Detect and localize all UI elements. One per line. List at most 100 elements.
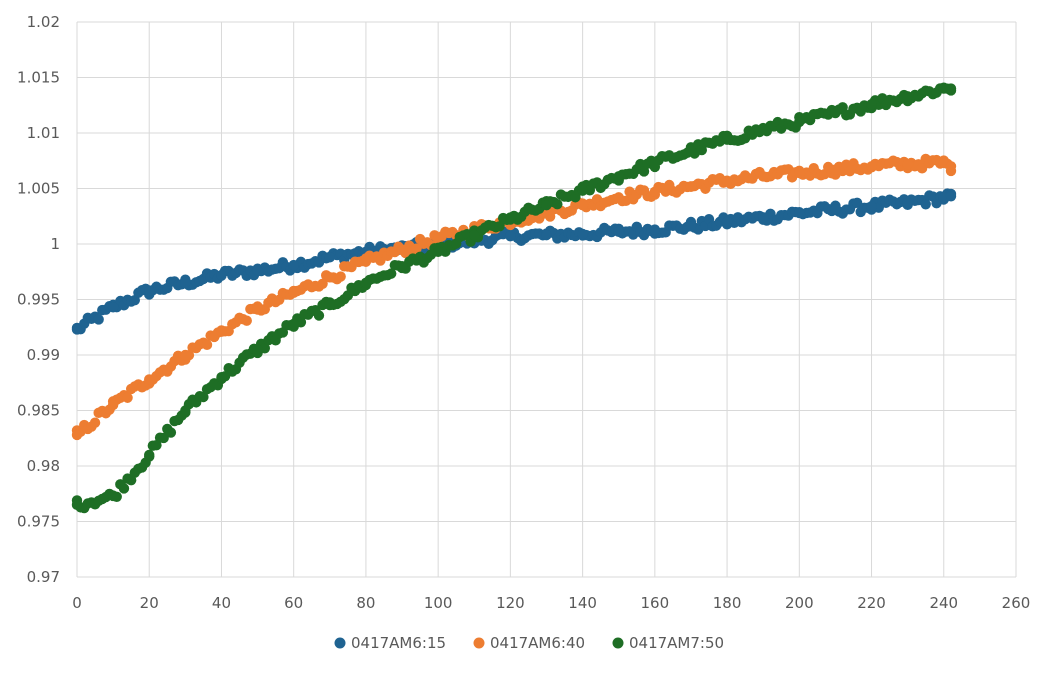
data-point [721,134,733,145]
y-tick-label: 0.97 [27,568,60,586]
series-0417AM6:40 [71,153,957,441]
data-point [902,158,913,170]
x-tick-label: 140 [568,594,597,612]
data-point [288,318,299,330]
x-tick-label: 120 [496,594,525,612]
data-point [945,83,957,94]
x-tick-label: 40 [212,594,231,612]
data-point [902,91,913,102]
data-point [71,324,83,335]
y-tick-label: 0.98 [27,457,60,475]
data-point [541,199,552,211]
data-point [577,228,588,240]
x-tick-label: 60 [284,594,303,612]
data-point [216,372,227,383]
data-point [198,391,209,403]
data-point [252,265,263,276]
data-point [685,221,697,232]
data-point [317,278,328,289]
axis-layer: 0 20 40 60 80 100 120 140 160 180 200 220 240 260 0.97… [17,13,1030,612]
data-point [494,221,505,232]
data-point [837,102,848,113]
data-point [613,171,624,182]
data-point [122,392,133,403]
data-point [216,326,227,337]
data-point [830,204,841,215]
data-point [396,261,408,272]
data-point [107,490,119,502]
data-point [216,269,227,281]
x-tick-label: 220 [857,594,886,612]
data-point [360,277,372,289]
data-point [945,161,957,172]
data-point [552,198,563,210]
legend-label: 0417AM6:40 [490,634,585,652]
data-point [180,405,191,416]
data-point [324,299,336,311]
data-point [541,229,552,241]
legend-item: 0417AM6:40 [473,634,585,652]
legend-marker [612,637,624,649]
data-point [613,192,624,203]
y-tick-label: 0.99 [27,346,60,364]
y-tick-label: 0.975 [17,513,60,531]
data-point [757,124,769,135]
x-tick-label: 260 [1002,594,1031,612]
y-tick-label: 1.01 [27,124,60,142]
data-point [794,116,805,128]
data-point [313,310,325,321]
x-tick-label: 240 [929,594,958,612]
points-layer [71,82,957,514]
data-point [89,417,101,428]
legend-item: 0417AM7:50 [612,634,724,652]
data-point [649,157,661,169]
x-tick-label: 160 [641,594,670,612]
series-0417AM6:15 [71,188,957,335]
data-point [505,214,516,225]
data-point [241,315,252,326]
x-tick-label: 20 [140,594,159,612]
data-point [335,271,346,282]
data-point [866,201,877,212]
data-point [144,374,155,385]
data-point [107,399,119,411]
y-tick-label: 1.005 [17,180,60,198]
data-point [144,449,155,461]
grid-layer [76,21,1017,578]
y-tick-label: 1 [50,235,60,253]
data-point [201,339,213,351]
legend-label: 0417AM7:50 [629,634,724,652]
data-point [118,483,130,494]
data-point [638,166,650,177]
data-point [324,252,336,263]
data-point [165,427,177,438]
x-tick-label: 0 [72,594,82,612]
series-0417AM7:50 [71,82,957,514]
legend: 0417AM6:15 0417AM6:40 0417AM7:50 [334,634,724,652]
x-tick-label: 180 [713,594,742,612]
data-point [505,231,516,242]
data-point [916,163,928,174]
data-point [324,272,336,283]
data-point [649,224,661,235]
data-point [386,268,397,279]
data-point [902,197,913,209]
data-point [920,199,931,210]
data-point [866,98,877,110]
y-tick-label: 1.02 [27,13,60,31]
data-point [577,199,588,211]
y-tick-label: 0.995 [17,291,60,309]
data-point [288,287,299,299]
data-point [107,302,119,313]
data-point [685,181,697,192]
data-point [252,344,263,355]
data-point [432,246,444,257]
data-point [613,226,624,237]
data-point [866,161,877,172]
legend-marker [473,637,485,649]
x-tick-label: 80 [356,594,375,612]
data-point [93,314,104,325]
data-point [180,277,191,289]
